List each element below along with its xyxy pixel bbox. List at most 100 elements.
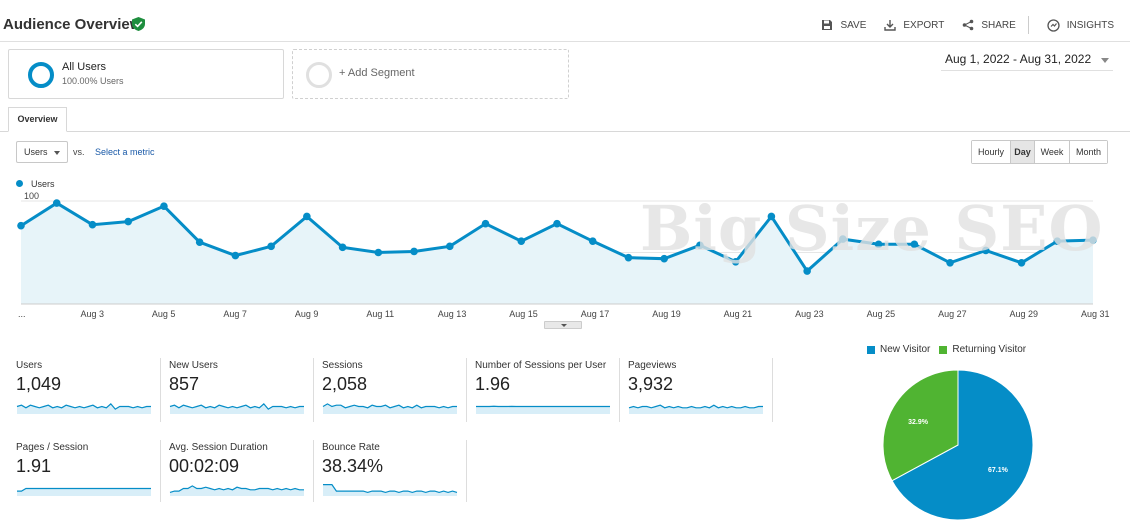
pie-slice-returning-visitor[interactable] (882, 369, 959, 482)
x-tick-label: Aug 9 (295, 309, 319, 319)
metric-tile-users[interactable]: Users 1,049 (16, 360, 168, 422)
data-point[interactable] (588, 237, 597, 245)
x-tick-label: Aug 25 (867, 309, 896, 319)
metric-tile-pageviews[interactable]: Pageviews 3,932 (628, 360, 780, 422)
x-tick-label: Aug 27 (938, 309, 967, 319)
insights-button[interactable]: INSIGHTS (1047, 18, 1114, 32)
sparkline-fill (629, 405, 763, 414)
data-point[interactable] (231, 251, 240, 260)
data-point[interactable] (874, 240, 883, 249)
date-range-picker[interactable]: Aug 1, 2022 - Aug 31, 2022 (945, 52, 1092, 66)
metric-tile-number-of-sessions-per-user[interactable]: Number of Sessions per User 1.96 (475, 360, 627, 422)
users-legend-swatch (16, 180, 23, 187)
x-tick-label: Aug 21 (724, 309, 753, 319)
x-tick-label: Aug 7 (223, 309, 247, 319)
metric-tile-new-users[interactable]: New Users 857 (169, 360, 321, 422)
x-tick-label: Aug 31 (1081, 309, 1110, 319)
data-point[interactable] (553, 219, 561, 228)
data-point[interactable] (803, 267, 811, 275)
period-day-button[interactable]: Day (1010, 141, 1034, 163)
sparkline-fill (476, 406, 610, 414)
metric-name: Bounce Rate (322, 442, 380, 453)
new-visitor-swatch (867, 345, 875, 354)
users-legend-label: Users (31, 179, 55, 189)
tile-divider (772, 358, 773, 422)
metric-value: 00:02:09 (169, 456, 240, 476)
tile-divider (313, 440, 314, 502)
sparkline-fill (323, 484, 457, 496)
data-point[interactable] (517, 237, 526, 245)
metric-tile-bounce-rate[interactable]: Bounce Rate 38.34% (322, 442, 474, 504)
data-point[interactable] (160, 202, 168, 210)
new-visitor-label: New Visitor (880, 344, 931, 355)
data-point[interactable] (195, 238, 204, 246)
metric-sparkline (169, 403, 304, 414)
metric-tile-pages-session[interactable]: Pages / Session 1.91 (16, 442, 168, 504)
data-point[interactable] (88, 220, 97, 229)
data-point[interactable] (410, 247, 418, 256)
data-point[interactable] (982, 246, 990, 255)
empty-segment-ring-icon (306, 62, 332, 88)
data-point[interactable] (374, 248, 383, 257)
data-point[interactable] (124, 217, 132, 226)
chart-collapse-toggle[interactable] (544, 321, 582, 329)
x-tick-label: Aug 23 (795, 309, 824, 319)
sparkline-line (169, 403, 304, 410)
dropdown-caret-icon (54, 151, 60, 155)
metric-value: 38.34% (322, 456, 384, 476)
metric-name: Sessions (322, 360, 363, 371)
data-point[interactable] (839, 235, 847, 243)
save-button[interactable]: SAVE (821, 19, 866, 31)
data-point[interactable] (52, 199, 61, 207)
select-metric-link[interactable]: Select a metric (95, 147, 155, 157)
segment-percent: 100.00% Users (62, 76, 124, 86)
sparkline-fill (17, 488, 151, 496)
data-point[interactable] (1089, 236, 1097, 244)
sparkline-fill (170, 403, 304, 414)
data-point[interactable] (910, 240, 919, 249)
insights-icon (1047, 18, 1060, 32)
metric-tile-sessions[interactable]: Sessions 2,058 (322, 360, 474, 422)
add-segment-button[interactable]: + Add Segment (292, 49, 569, 99)
chevron-down-icon[interactable] (1101, 58, 1109, 63)
tile-divider (160, 440, 161, 502)
x-tick-label: Aug 5 (152, 309, 176, 319)
data-point[interactable] (303, 212, 311, 221)
period-month-button[interactable]: Month (1069, 141, 1107, 163)
data-point[interactable] (696, 241, 704, 250)
metric-name: Pageviews (628, 360, 677, 371)
data-point[interactable] (1053, 237, 1062, 245)
export-icon (884, 20, 897, 31)
tab-overview[interactable]: Overview (8, 107, 67, 132)
segment-ring-icon (28, 62, 54, 88)
export-button[interactable]: EXPORT (884, 19, 944, 31)
data-point[interactable] (267, 242, 275, 251)
save-label: SAVE (840, 19, 867, 31)
data-point[interactable] (946, 259, 954, 267)
export-label: EXPORT (903, 19, 945, 31)
metric-tile-avg-session-duration[interactable]: Avg. Session Duration 00:02:09 (169, 442, 321, 504)
sparkline-fill (17, 403, 151, 414)
metric-value: 3,932 (628, 374, 674, 394)
data-point[interactable] (1017, 259, 1026, 267)
share-label: SHARE (981, 19, 1016, 31)
period-hourly-button[interactable]: Hourly (972, 141, 1010, 163)
actions-divider (1027, 16, 1029, 34)
data-point[interactable] (338, 243, 347, 252)
data-point[interactable] (731, 257, 740, 266)
period-toggle: Hourly Day Week Month (971, 140, 1108, 164)
data-point[interactable] (17, 221, 25, 230)
data-point[interactable] (446, 242, 454, 251)
data-point[interactable] (767, 212, 776, 221)
share-button[interactable]: SHARE (962, 19, 1016, 31)
share-icon (963, 19, 974, 31)
data-point[interactable] (481, 219, 490, 228)
segment-all-users[interactable]: All Users 100.00% Users (8, 49, 284, 99)
x-tick-label: Aug 29 (1010, 309, 1039, 319)
sparkline-fill (323, 403, 457, 414)
data-point[interactable] (624, 253, 633, 262)
data-point[interactable] (660, 254, 668, 263)
metric-dropdown[interactable]: Users (16, 141, 68, 163)
period-week-button[interactable]: Week (1034, 141, 1069, 163)
pie-slice-new-visitor[interactable] (891, 369, 1034, 521)
